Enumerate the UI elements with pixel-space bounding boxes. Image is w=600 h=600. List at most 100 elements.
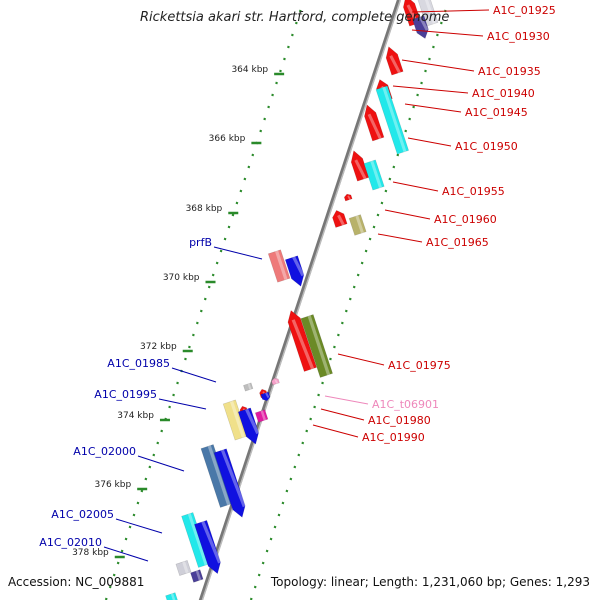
label-leader-line <box>411 9 490 13</box>
gene-A1C_01985 <box>243 382 254 392</box>
gene-label-A1C_t06901: A1C_t06901 <box>372 398 439 411</box>
gene-prfB-partner-highlight <box>292 256 305 277</box>
gene-A1C_01965-highlight <box>355 215 364 234</box>
gene-A1C_01930-highlight <box>418 16 429 31</box>
tick-mark-left-track <box>287 45 290 49</box>
gene-prfB-partner <box>284 255 305 287</box>
tick-mark-left-track <box>120 549 124 553</box>
label-leader-line <box>137 455 185 472</box>
label-leader-line <box>392 85 469 94</box>
tick-mark-right-track <box>384 189 388 193</box>
tick-mark-left-track <box>192 333 195 337</box>
tick-mark-right-track <box>439 21 443 25</box>
tick-mark-left-track <box>235 201 239 205</box>
gene-label-A1C_01925: A1C_01925 <box>493 4 556 17</box>
tick-mark-right-track <box>289 477 293 481</box>
tick-mark-right-track <box>293 465 297 469</box>
tick-mark-left-track <box>136 501 140 505</box>
tick-mark-right-track <box>368 237 372 241</box>
gene-A1C_01945-highlight <box>367 113 382 140</box>
label-leader-line <box>158 398 207 410</box>
gene-label-A1C_01935: A1C_01935 <box>478 65 541 78</box>
tick-mark-right-track <box>372 225 376 229</box>
label-leader-line <box>115 518 163 534</box>
tick-mark-right-track <box>364 249 368 253</box>
tick-mark-right-track <box>360 261 364 265</box>
gene-A1C_t06901-highlight <box>274 379 279 384</box>
tick-mark-right-track <box>281 501 285 505</box>
gene-A1C_02000-partner-highlight <box>220 449 246 508</box>
tick-mark-right-track <box>344 309 348 313</box>
tick-mark-right-track <box>333 345 336 349</box>
tick-mark-right-track <box>432 45 435 49</box>
tick-mark-right-track <box>416 93 419 97</box>
tick-mark-left-track <box>227 225 231 229</box>
genome-backbone <box>198 0 401 600</box>
gene-A1C_02005-partner-highlight <box>201 521 222 564</box>
gene-A1C_01925-partner-highlight <box>424 0 436 25</box>
gene-A1C_01955 <box>363 159 385 191</box>
gene-A1C_01995-partner-highlight <box>245 408 260 435</box>
gene-label-prfB: prfB <box>189 236 212 249</box>
tick-mark-left-track <box>243 177 247 181</box>
scale-label: 374 kbp <box>117 411 154 421</box>
gene-small-blue <box>260 391 271 402</box>
gene-label-A1C_02005: A1C_02005 <box>51 508 114 521</box>
gene-A1C_01960 <box>332 210 348 228</box>
gene-label-A1C_01975: A1C_01975 <box>388 359 451 372</box>
gene-A1C_02000-partner <box>213 448 246 518</box>
scale-label: 370 kbp <box>163 273 200 283</box>
tick-mark-left-track <box>271 93 274 97</box>
tick-mark-right-track <box>408 117 412 121</box>
gene-label-A1C_01940: A1C_01940 <box>472 87 535 100</box>
gene-A1C_t06901 <box>271 377 280 386</box>
gene-label-A1C_01965: A1C_01965 <box>426 236 489 249</box>
gene-A1C_01930 <box>412 15 429 39</box>
tick-mark-right-track <box>396 153 400 157</box>
gene-A1C_01935 <box>385 46 404 76</box>
tick-mark-left-track <box>207 285 211 289</box>
tick-mark-left-track <box>195 321 199 325</box>
gene-A1C_01995-highlight <box>229 400 245 438</box>
gene-A1C_02010 <box>175 560 192 576</box>
gene-A1C_01950-b <box>350 150 370 182</box>
tick-mark-right-track <box>428 57 431 61</box>
tick-mark-right-track <box>269 537 273 541</box>
tick-mark-left-track <box>168 405 171 409</box>
label-leader-line <box>404 103 462 113</box>
tick-mark-left-track <box>219 249 223 253</box>
scale-label: 378 kbp <box>72 548 109 558</box>
gene-A1C_01965 <box>348 214 367 236</box>
label-leader-line <box>171 367 217 383</box>
tick-mark-left-track <box>267 105 270 109</box>
tick-mark-right-track <box>265 549 269 553</box>
tick-mark-left-track <box>156 441 160 445</box>
tick-mark-right-track <box>348 297 352 301</box>
tick-mark-left-track <box>275 81 278 85</box>
label-leader-line <box>384 209 431 220</box>
tick-mark-left-track <box>223 237 227 241</box>
label-leader-line <box>392 181 439 192</box>
tick-mark-left-track <box>203 297 207 301</box>
tick-mark-left-track <box>188 345 191 349</box>
tick-mark-right-track <box>273 525 277 529</box>
accession-label: Accession: NC_009881 <box>8 575 145 589</box>
tick-mark-left-track <box>231 213 235 217</box>
gene-A1C_02005-highlight <box>187 513 208 566</box>
tick-mark-left-track <box>148 465 152 469</box>
tick-mark-left-track <box>152 453 156 457</box>
label-leader-line <box>103 546 149 562</box>
scale-label: 368 kbp <box>186 204 223 214</box>
gene-A1C_01955-highlight <box>370 160 382 189</box>
tick-mark-left-track <box>279 69 282 73</box>
tick-mark-left-track <box>184 357 187 361</box>
tick-mark-left-track <box>172 393 175 397</box>
tick-mark-right-track <box>392 165 396 169</box>
tick-mark-right-track <box>436 33 439 37</box>
tick-mark-right-track <box>380 201 384 205</box>
tick-mark-right-track <box>376 213 380 217</box>
gene-A1C_01945 <box>364 104 385 142</box>
gene-label-A1C_01955: A1C_01955 <box>442 185 505 198</box>
gene-A1C_01975-a-highlight <box>291 319 315 370</box>
tick-mark-left-track <box>199 309 203 313</box>
